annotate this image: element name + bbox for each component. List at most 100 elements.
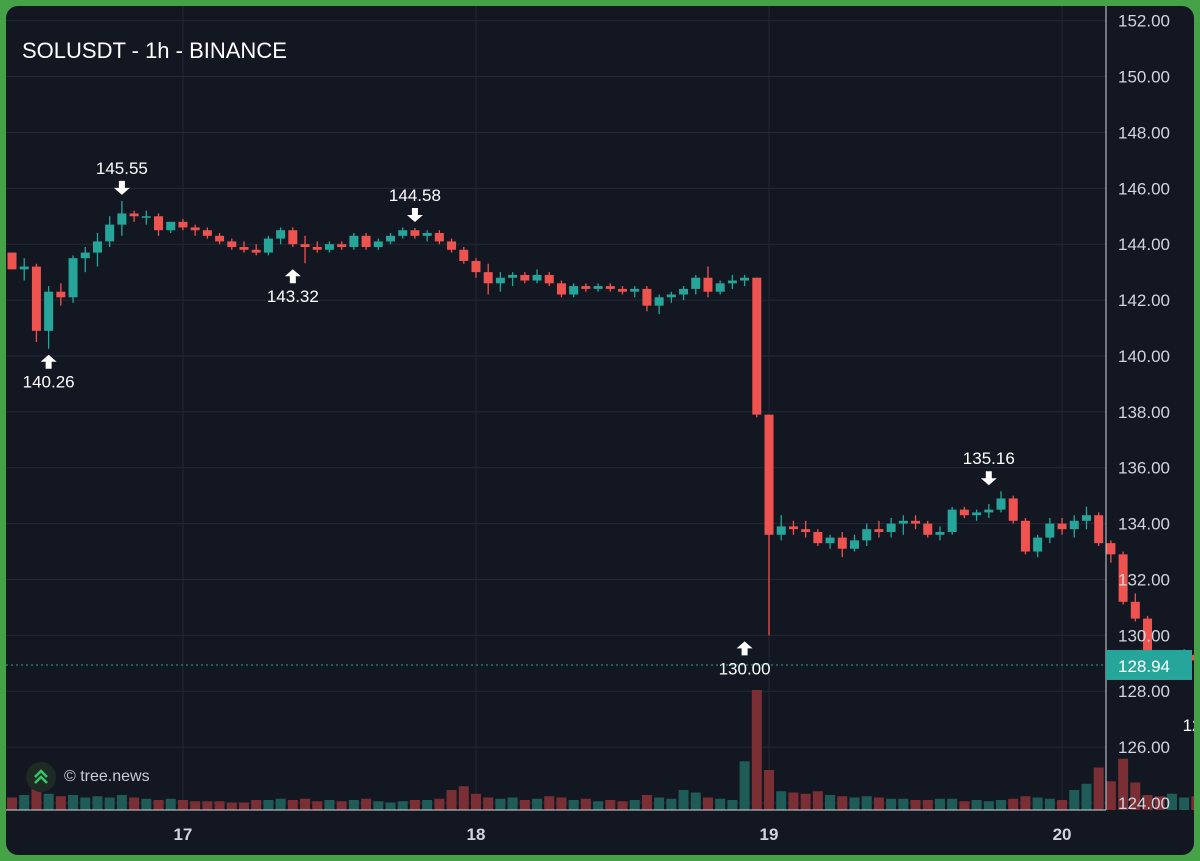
last-price-tag — [1106, 649, 1192, 680]
candle-body — [251, 249, 261, 253]
volume-bar — [422, 800, 433, 810]
low-annotation: 127.97 — [1183, 716, 1194, 735]
candle — [117, 200, 127, 236]
candle-body — [520, 274, 530, 281]
candle-body — [80, 252, 90, 259]
candlestick-chart[interactable]: 145.55 144.58 135.16 140.26 143.32 130.00 127.… — [6, 6, 1194, 855]
y-tick-label: 124.00 — [1118, 794, 1170, 813]
candle-body — [7, 252, 17, 270]
volume-bar — [617, 801, 628, 810]
volume-bar — [1130, 782, 1141, 810]
candle-body — [508, 274, 518, 278]
candle — [752, 277, 762, 418]
candle-body — [471, 260, 481, 273]
candle-body — [349, 235, 359, 247]
candle-body — [422, 233, 432, 236]
volume-bar — [971, 800, 982, 810]
volume-bar — [470, 793, 481, 810]
candle — [520, 272, 530, 284]
candle — [1081, 506, 1091, 530]
y-tick-label: 142.00 — [1118, 291, 1170, 310]
candle — [1094, 512, 1104, 546]
candle — [1118, 551, 1128, 605]
candle-body — [1069, 520, 1079, 530]
volume-bar — [690, 792, 701, 810]
candle — [178, 219, 188, 231]
volume-bar — [1093, 767, 1104, 810]
volume-bar — [226, 802, 237, 810]
candle — [593, 283, 603, 292]
volume-bar — [922, 800, 933, 810]
volume-bar — [1044, 798, 1055, 810]
volume-bar — [7, 797, 17, 810]
candle — [691, 274, 701, 295]
candle — [1069, 515, 1079, 538]
candle-body — [544, 274, 554, 284]
candle-body — [166, 221, 176, 231]
candle — [459, 246, 469, 264]
candles — [7, 200, 1194, 681]
high-annotation: 145.55 — [96, 159, 148, 195]
volume-bar — [605, 800, 616, 810]
candle-body — [849, 540, 859, 549]
candle-body — [825, 537, 835, 544]
candle — [1106, 540, 1116, 563]
candle-body — [569, 286, 579, 295]
volume-bar — [947, 798, 958, 810]
candle — [324, 241, 334, 253]
candle-body — [1057, 523, 1067, 530]
annotation-label: 140.26 — [23, 373, 75, 392]
arrow-down-icon — [406, 207, 423, 222]
candle-body — [581, 286, 591, 289]
candle-body — [532, 274, 542, 281]
candle — [215, 233, 225, 245]
volume-bar — [68, 795, 79, 810]
candle-body — [618, 288, 627, 292]
candle — [544, 272, 554, 287]
candle — [1045, 518, 1055, 544]
volume-bar — [641, 795, 652, 810]
candle — [849, 534, 859, 552]
candle-body — [776, 526, 786, 535]
volume-bar — [116, 795, 127, 810]
annotation-label: 143.32 — [267, 287, 319, 306]
volume-bar — [1057, 800, 1068, 810]
tree-news-logo-icon — [26, 762, 56, 792]
candle — [7, 252, 17, 270]
volume-bar — [812, 791, 823, 810]
candle-body — [129, 213, 139, 217]
volume-bar — [1118, 758, 1129, 810]
volume-bar — [312, 801, 323, 810]
candle — [898, 515, 908, 535]
candle-body — [959, 509, 969, 516]
candle — [666, 291, 676, 303]
candle — [227, 238, 237, 250]
candle — [337, 241, 347, 250]
y-tick-label: 128.00 — [1118, 682, 1170, 701]
candle-body — [886, 523, 896, 532]
volume-bar — [861, 796, 872, 810]
volume-bar — [495, 798, 506, 810]
candle — [398, 227, 408, 239]
candle-body — [972, 512, 982, 516]
candle-body — [459, 249, 469, 261]
volume-bar — [165, 798, 176, 810]
chart-title: SOLUSDT - 1h - BINANCE — [22, 38, 287, 63]
candle — [825, 534, 835, 549]
volume-bar — [1008, 798, 1019, 810]
candle-body — [1033, 537, 1043, 552]
y-tick-label: 130.00 — [1118, 626, 1170, 645]
candle — [361, 233, 371, 250]
volume-bar — [1105, 781, 1116, 810]
candle — [300, 235, 310, 264]
volume-bar — [80, 797, 91, 810]
volume-bar — [1032, 797, 1043, 810]
watermark-text: © tree.news — [64, 768, 150, 785]
volume-bar — [568, 800, 579, 810]
candle — [105, 216, 115, 247]
candle — [679, 286, 689, 301]
candle — [92, 233, 102, 267]
candle — [447, 238, 457, 253]
y-tick-label: 150.00 — [1118, 68, 1170, 87]
volume-bar — [55, 796, 66, 810]
